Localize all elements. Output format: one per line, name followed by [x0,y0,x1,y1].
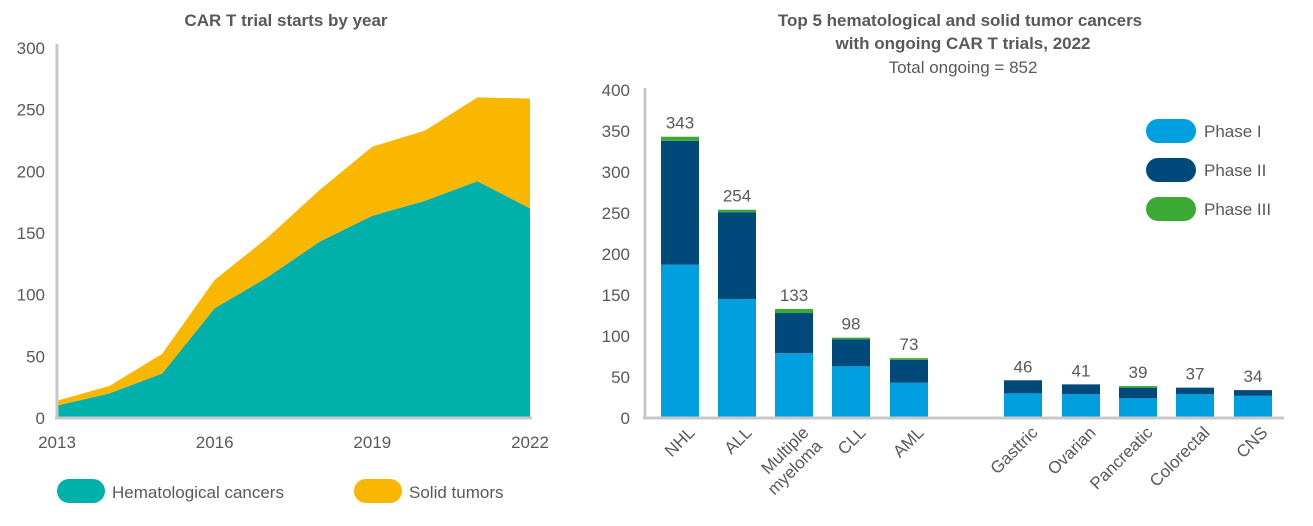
legend-label-hematological-cancers: Hematological cancers [112,483,284,502]
bar-segment-phase-ii [1176,387,1214,395]
right-y-tick-label: 150 [602,286,630,305]
bar-segment-phase-iii [775,308,813,314]
x-category-label: Colorectal [1146,423,1214,491]
right-bar-series: 343 254 133 98 73 46 41 39 37 34 [661,114,1272,418]
x-category-label: CLL [834,423,869,458]
bar-segment-phase-iii [832,337,870,340]
legend-swatch-solid-tumors [354,479,402,503]
bar-segment-phase-ii [832,339,870,367]
bar-segment-phase-iii [890,358,928,360]
left-x-tick-label: 2013 [38,433,76,452]
bar-segment-phase-i [1119,398,1157,418]
bar-segment-phase-i [890,382,928,418]
right-y-tick-label: 50 [611,368,630,387]
bar-total-label: 133 [780,286,808,305]
bar-segment-phase-i [1004,393,1042,418]
x-category-label-line: Colorectal [1146,423,1214,491]
x-category-label: NHL [661,423,698,460]
bar-segment-phase-i [775,353,813,418]
x-category-label-line: CLL [834,423,869,458]
right-chart-title-line2: with ongoing CAR T trials, 2022 [834,34,1090,53]
x-category-label: Pancreatic [1086,423,1157,494]
left-y-tick-label: 150 [17,224,45,243]
bar-total-label: 37 [1186,365,1205,384]
bar-segment-phase-iii [718,209,756,213]
bar-total-label: 73 [900,335,919,354]
bar-segment-phase-i [832,366,870,418]
bar-segment-phase-i [718,299,756,418]
x-category-label-line: NHL [661,423,698,460]
right-y-tick-label: 0 [621,409,630,428]
bar-total-label: 34 [1244,367,1263,386]
left-y-tick-label: 100 [17,286,45,305]
area-hematological-cancers [57,181,530,418]
right-y-tick-label: 350 [602,122,630,141]
left-axes: 0 50 100 150 200 250 300 2013 2016 2019 2022 [17,39,549,452]
right-y-tick-label: 200 [602,245,630,264]
bar-segment-phase-i [1234,395,1272,418]
right-chart-title: Top 5 hematological and solid tumor canc… [778,11,1142,30]
bar-total-label: 98 [842,315,861,334]
x-category-label-line: ALL [721,423,756,458]
legend-label-solid-tumors: Solid tumors [409,483,503,502]
left-y-tick-label: 50 [26,347,45,366]
legend-label-phase-ii: Phase II [1204,161,1266,180]
legend-swatch-phase-ii [1146,158,1196,182]
bar-segment-phase-i [1176,394,1214,418]
x-category-label: ALL [721,423,756,458]
right-legend: Phase I Phase II Phase III [1146,119,1271,221]
right-chart-subtitle: Total ongoing = 852 [889,58,1038,77]
x-category-label-line: AML [889,423,927,461]
bar-total-label: 343 [666,114,694,133]
bar-total-label: 39 [1129,363,1148,382]
bar-segment-phase-ii [661,140,699,265]
bar-segment-phase-ii [1119,387,1157,399]
left-y-tick-label: 250 [17,101,45,120]
bar-total-label: 41 [1072,361,1091,380]
x-category-label: Multiplemyeloma [750,423,826,499]
bar-total-label: 254 [723,187,751,206]
right-axes: NHL ALL Multiplemyeloma CLL AML Gasttric Ovari… [602,81,1284,499]
x-category-label: CNS [1233,423,1272,462]
left-y-tick-label: 200 [17,162,45,181]
bar-segment-phase-i [1062,394,1100,418]
bar-segment-phase-ii [775,313,813,354]
right-y-tick-label: 100 [602,327,630,346]
x-category-label-line: Ovarian [1044,423,1100,479]
left-chart-title: CAR T trial starts by year [184,11,388,30]
bar-segment-phase-i [661,264,699,418]
x-category-label-line: CNS [1233,423,1272,462]
bar-segment-phase-ii [718,212,756,300]
right-y-tick-label: 300 [602,163,630,182]
area-solid-tumors [57,97,530,406]
left-y-tick-label: 0 [36,409,45,428]
x-category-label: Ovarian [1044,423,1100,479]
legend-swatch-phase-i [1146,119,1196,143]
left-x-tick-label: 2019 [353,433,391,452]
bar-segment-phase-ii [1004,380,1042,394]
bar-segment-phase-ii [1234,390,1272,396]
legend-swatch-phase-iii [1146,197,1196,221]
left-legend: Hematological cancers Solid tumors [57,479,503,503]
bar-total-label: 46 [1014,357,1033,376]
bar-segment-phase-iii [661,136,699,141]
x-category-label: Gasttric [987,423,1042,478]
legend-label-phase-iii: Phase III [1204,200,1271,219]
right-y-tick-label: 250 [602,204,630,223]
left-x-tick-label: 2022 [511,433,549,452]
bar-segment-phase-ii [1062,384,1100,395]
left-x-tick-label: 2016 [196,433,234,452]
bar-segment-phase-iii [1119,386,1157,388]
x-category-label-line: Pancreatic [1086,423,1157,494]
bar-segment-phase-ii [890,359,928,383]
legend-swatch-hematological-cancers [57,479,105,503]
legend-label-phase-i: Phase I [1204,122,1262,141]
left-area-series [57,97,530,418]
x-category-label-line: Gasttric [987,423,1042,478]
x-category-label: AML [889,423,927,461]
right-y-tick-label: 400 [602,81,630,100]
left-y-tick-label: 300 [17,39,45,58]
